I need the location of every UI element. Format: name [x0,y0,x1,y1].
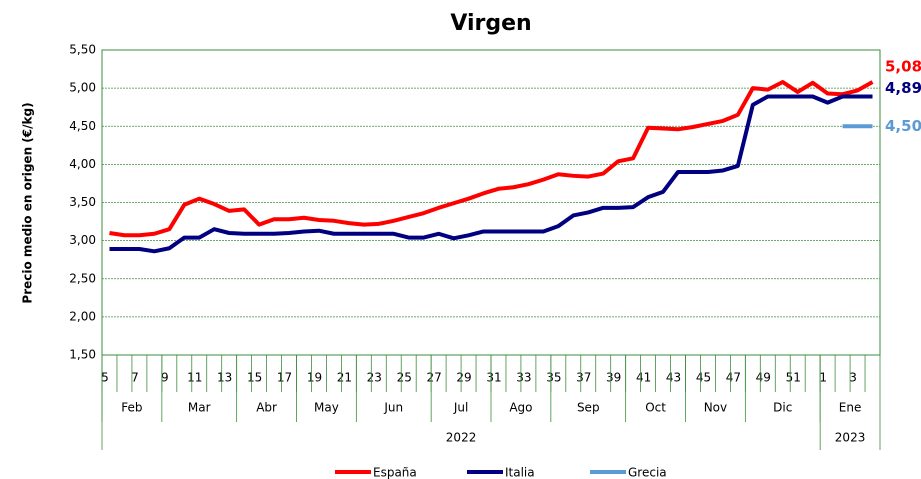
x-tick-label: 33 [516,371,531,385]
series-line [109,80,874,238]
month-label: Nov [704,401,727,415]
y-tick-label: 5,50 [69,43,96,57]
month-label: Dic [773,401,792,415]
x-tick-label: 3 [849,371,857,385]
y-tick-label: 2,50 [69,271,96,285]
end-value-label: 4,50 [885,117,921,135]
month-label: Ene [839,401,862,415]
x-tick-label: 17 [277,371,292,385]
x-tick-label: 7 [131,371,139,385]
x-tick-label: 11 [187,371,202,385]
x-tick-label: 23 [367,371,382,385]
x-tick-label: 1 [819,371,827,385]
y-tick-label: 4,00 [69,157,96,171]
x-tick-label: 37 [576,371,591,385]
x-tick-label: 35 [546,371,561,385]
x-tick-label: 19 [307,371,322,385]
x-tick-label: 39 [606,371,621,385]
x-tick-label: 29 [456,371,471,385]
x-tick-label: 49 [756,371,771,385]
x-tick-label: 21 [337,371,352,385]
x-tick-label: 9 [161,371,169,385]
x-tick-label: 43 [666,371,681,385]
x-tick-label: 31 [486,371,501,385]
y-tick-label: 3,50 [69,195,96,209]
x-tick-label: 45 [696,371,711,385]
end-value-label: 5,08 [885,58,921,76]
y-tick-label: 3,00 [69,233,96,247]
x-tick-label: 41 [636,371,651,385]
y-tick-label: 4,50 [69,119,96,133]
month-label: Jun [383,401,403,415]
x-tick-label: 51 [786,371,801,385]
x-tick-label: 27 [427,371,442,385]
month-label: Oct [645,401,666,415]
y-axis-label: Precio medio en origen (€/kg) [21,102,35,303]
series-line [109,94,873,254]
month-label: Sep [577,401,600,415]
x-tick-label: 15 [247,371,262,385]
month-label: Ago [509,401,532,415]
legend-label: Grecia [628,466,667,479]
month-label: Feb [121,401,142,415]
chart-title: Virgen [450,11,531,36]
y-tick-label: 2,00 [69,309,96,323]
x-tick-label: 25 [397,371,412,385]
legend-label: Italia [505,466,535,479]
y-tick-label: 1,50 [69,348,96,362]
end-value-label: 4,89 [885,79,921,97]
month-label: Jul [453,401,468,415]
year-label: 2022 [446,431,477,445]
month-label: May [314,401,339,415]
year-label: 2023 [835,431,866,445]
month-label: Mar [188,401,211,415]
x-tick-label: 13 [217,371,232,385]
month-label: Abr [256,401,277,415]
legend-label: España [373,466,417,479]
y-tick-label: 5,00 [69,81,96,95]
x-tick-label: 5 [101,371,109,385]
x-tick-label: 47 [726,371,741,385]
